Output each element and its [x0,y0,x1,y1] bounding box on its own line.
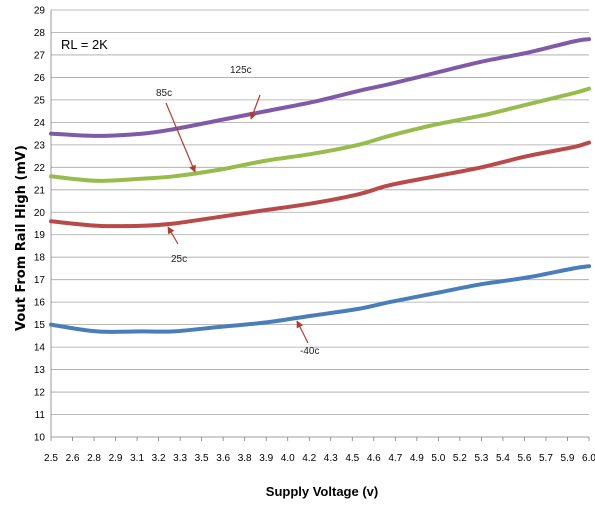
arrow-85c [165,102,196,173]
x-tick-label: 3.2 [152,453,166,464]
x-tick-label: 4.0 [281,453,295,464]
y-tick-label: 28 [34,28,46,39]
y-tick-label: 29 [34,6,46,17]
y-tick-label: 13 [34,365,46,376]
y-tick-label: 23 [34,140,46,151]
y-tick-label: 27 [34,50,46,61]
x-tick-label: 4.6 [367,453,381,464]
x-tick-label: 4.2 [302,453,316,464]
y-tick-label: 17 [34,275,46,286]
x-tick-label: 3.3 [173,453,187,464]
grid-lines [50,9,590,441]
x-tick-labels: 2.5 2.6 2.8 2.9 3.1 3.2 3.3 3.5 3.6 3.8 3.9 4.0 4.2 4… [44,453,595,464]
x-tick-label: 5.4 [496,453,510,464]
series-line-minus40c [49,264,591,334]
y-tick-label: 26 [34,73,46,84]
y-tick-label: 15 [34,320,46,331]
y-tick-label: 20 [34,208,46,219]
y-tick-labels: 10 11 12 13 14 15 16 17 18 19 20 21 22 23 24 25 26 27 28 29 [34,6,46,444]
series-line-25c [49,140,591,229]
y-tick-label: 22 [34,163,46,174]
x-tick-label: 6.0 [582,453,595,464]
x-tick-label: 4.3 [324,453,338,464]
x-axis-label: Supply Voltage (v) [266,484,378,499]
x-tick-label: 5.3 [474,453,488,464]
annotation-m40c: -40c [296,320,319,357]
annotation-85c: 85c [156,88,196,173]
x-tick-label: 5.2 [453,453,467,464]
y-tick-label: 24 [34,118,46,129]
y-axis-label: Vout From Rail High (mV) [14,145,29,331]
x-tick-label: 5.6 [517,453,531,464]
y-tick-label: 18 [34,253,46,264]
x-tick-label: 2.6 [66,453,80,464]
rl-annotation: RL = 2K [61,37,108,52]
label-125c: 125c [230,65,252,76]
x-tick-label: 3.1 [130,453,144,464]
x-tick-label: 5.0 [431,453,445,464]
y-tick-label: 14 [34,343,46,354]
x-tick-label: 5.9 [561,453,575,464]
y-tick-label: 25 [34,95,46,106]
x-tick-label: 2.9 [109,453,123,464]
x-tick-label: 4.7 [388,453,402,464]
arrow-125c [249,94,261,120]
x-tick-label: 2.8 [87,453,101,464]
series-line-85c [49,86,591,183]
y-tick-label: 19 [34,230,46,241]
y-tick-label: 10 [34,433,46,444]
x-tick-label: 5.7 [539,453,553,464]
label-85c: 85c [156,88,172,99]
y-tick-label: 12 [34,388,46,399]
x-tick-label: 3.5 [195,453,209,464]
x-tick-label: 3.8 [238,453,252,464]
arrow-25c [167,226,179,245]
y-tick-label: 16 [34,298,46,309]
x-tick-label: 4.5 [345,453,359,464]
y-tick-label: 21 [34,185,46,196]
x-tick-label: 3.6 [216,453,230,464]
series-line-125c [49,37,591,138]
label-m40c: -40c [300,346,319,357]
annotation-125c: 125c [230,65,261,120]
x-tick-label: 4.9 [410,453,424,464]
x-tick-label: 3.9 [259,453,273,464]
series-lines [49,37,591,334]
y-tick-label: 11 [35,410,46,421]
arrow-m40c [296,320,309,344]
x-tick-label: 2.5 [44,453,58,464]
annotation-25c: 25c [167,226,187,265]
label-25c: 25c [171,254,187,265]
